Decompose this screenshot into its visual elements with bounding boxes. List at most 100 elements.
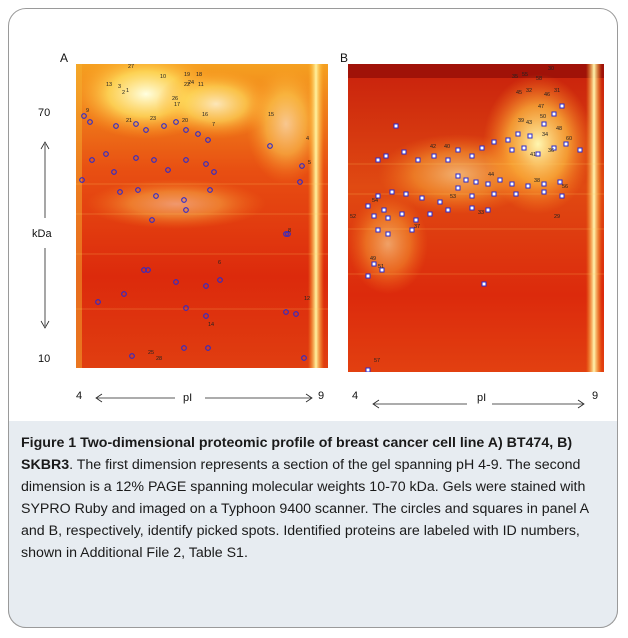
spot-marker — [427, 211, 433, 217]
spot-number-label: 60 — [566, 136, 572, 142]
spot-marker — [409, 227, 415, 233]
spot-number-label: 27 — [128, 64, 134, 70]
spot-marker — [293, 311, 299, 317]
spot-number-label: 47 — [538, 104, 544, 110]
spot-number-label: 41 — [530, 152, 536, 158]
spot-number-label: 22 — [184, 82, 190, 88]
spot-marker — [399, 211, 405, 217]
spot-number-label: 8 — [288, 228, 291, 234]
spot-marker — [541, 189, 547, 195]
spot-marker — [509, 147, 515, 153]
spot-marker — [207, 187, 213, 193]
spot-marker — [491, 191, 497, 197]
spot-marker — [371, 213, 377, 219]
spot-marker — [509, 181, 515, 187]
spot-number-label: 46 — [544, 92, 550, 98]
spot-marker — [479, 145, 485, 151]
spot-number-label: 18 — [196, 72, 202, 78]
spot-marker — [153, 193, 159, 199]
ph-arrow-a — [95, 393, 313, 403]
spot-marker — [285, 231, 291, 237]
ph-high-b: 9 — [592, 390, 599, 402]
spot-marker — [445, 207, 451, 213]
spot-number-label: 3 — [118, 84, 121, 90]
spot-marker — [121, 291, 127, 297]
spot-number-label: 35 — [512, 74, 518, 80]
spot-marker — [267, 143, 273, 149]
spot-marker — [205, 345, 211, 351]
caption-box — [8, 421, 618, 628]
spot-number-label: 6 — [218, 260, 221, 266]
spot-marker — [463, 177, 469, 183]
spot-marker — [195, 131, 201, 137]
spot-number-label: 55 — [522, 72, 528, 78]
spot-number-label: 15 — [268, 112, 274, 118]
spot-number-label: 52 — [350, 214, 356, 220]
spot-marker — [183, 305, 189, 311]
spot-marker — [535, 151, 541, 157]
spot-marker — [521, 145, 527, 151]
spot-marker — [87, 119, 93, 125]
spot-marker — [375, 157, 381, 163]
spot-marker — [365, 273, 371, 279]
spot-marker — [541, 181, 547, 187]
spot-marker — [113, 123, 119, 129]
gel-image-b: 30 35 55 58 45 32 46 31 47 39 43 50 48 34 60 36 41 40 38 44… — [348, 64, 604, 372]
y-tick-10: 10 — [38, 353, 51, 365]
spot-number-label: 56 — [562, 184, 568, 190]
spot-marker — [203, 161, 209, 167]
ph-arrow-b — [372, 399, 585, 409]
spot-number-label: 57 — [374, 358, 380, 364]
spot-marker — [577, 147, 583, 153]
spot-number-label: 20 — [182, 118, 188, 124]
spot-marker — [79, 177, 85, 183]
spot-number-label: 28 — [156, 356, 162, 362]
spot-marker — [385, 231, 391, 237]
spot-marker — [469, 205, 475, 211]
spot-number-label: 38 — [534, 178, 540, 184]
spot-marker — [143, 127, 149, 133]
spot-number-label: 13 — [106, 82, 112, 88]
spot-number-label: 19 — [184, 72, 190, 78]
spot-marker — [403, 191, 409, 197]
spot-marker — [563, 141, 569, 147]
spot-marker — [557, 179, 563, 185]
spot-number-label: 26 — [172, 96, 178, 102]
spot-marker — [497, 177, 503, 183]
spot-marker — [133, 121, 139, 127]
spot-number-label: 9 — [86, 108, 89, 114]
spot-marker — [455, 173, 461, 179]
spot-marker — [365, 203, 371, 209]
spot-marker — [559, 103, 565, 109]
spot-marker — [129, 353, 135, 359]
spot-number-label: 30 — [548, 66, 554, 72]
spot-marker — [173, 119, 179, 125]
spot-marker — [551, 111, 557, 117]
spot-number-label: 40 — [444, 144, 450, 150]
spot-number-label: 24 — [188, 80, 194, 86]
spot-marker — [401, 149, 407, 155]
spot-number-label: 43 — [526, 120, 532, 126]
spot-marker — [173, 279, 179, 285]
spot-marker — [469, 153, 475, 159]
spot-marker — [419, 195, 425, 201]
caption-title: Figure 1 Two-dimensional proteomic profi… — [21, 435, 573, 473]
spot-marker — [527, 133, 533, 139]
y-tick-70: 70 — [38, 107, 51, 119]
spot-number-label: 12 — [304, 296, 310, 302]
spot-marker — [559, 193, 565, 199]
spot-marker — [455, 147, 461, 153]
spot-number-label: 17 — [174, 102, 180, 108]
spot-marker — [415, 157, 421, 163]
spot-marker — [413, 217, 419, 223]
spot-marker — [491, 139, 497, 145]
spot-number-label: 31 — [554, 88, 560, 94]
spot-marker — [365, 367, 371, 372]
spot-number-label: 39 — [518, 118, 524, 124]
ph-axis-label-b: pI — [477, 392, 487, 404]
spot-marker — [135, 187, 141, 193]
spot-marker — [297, 179, 303, 185]
spot-number-label: 36 — [548, 148, 554, 154]
spot-marker — [385, 215, 391, 221]
spot-marker — [89, 157, 95, 163]
